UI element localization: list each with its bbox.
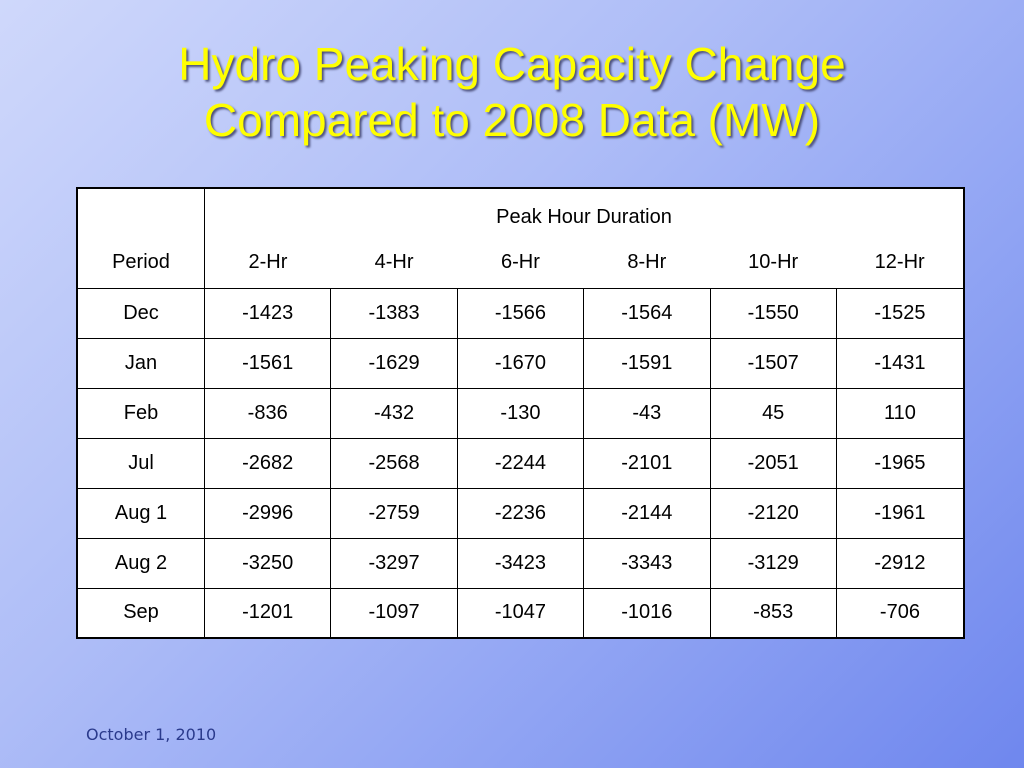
group-header: Peak Hour Duration [204, 188, 964, 238]
value-cell: -1383 [330, 288, 458, 339]
value-cell: -1566 [456, 288, 584, 339]
value-cell: -1591 [583, 338, 710, 389]
value-cell: -130 [456, 388, 584, 439]
slide-title-line-2: Compared to 2008 Data (MW) [203, 94, 821, 146]
table-row: Jul -2682 -2568 -2244 -2101 -2051 -1965 [77, 438, 964, 489]
value-cell: -1047 [456, 588, 584, 638]
value-cell: -1016 [583, 588, 710, 638]
value-cell: -2996 [203, 488, 331, 539]
value-cell: -1201 [203, 588, 331, 638]
period-cell: Aug 1 [77, 488, 205, 539]
column-header: 12-Hr [836, 238, 964, 289]
value-cell: -2568 [330, 438, 458, 489]
table-row: Dec -1423 -1383 -1566 -1564 -1550 -1525 [77, 288, 964, 339]
period-cell: Jul [77, 438, 205, 489]
table-header-row: Period 2-Hr 4-Hr 6-Hr 8-Hr 10-Hr 12-Hr [77, 238, 964, 289]
period-cell: Dec [77, 288, 205, 339]
value-cell: 45 [709, 388, 837, 439]
value-cell: -2144 [583, 488, 710, 539]
value-cell: -1670 [456, 338, 584, 389]
column-header: 10-Hr [710, 238, 837, 289]
value-cell: -2682 [203, 438, 331, 489]
value-cell: -1564 [583, 288, 710, 339]
slide-title-line-1: Hydro Peaking Capacity Change [178, 38, 846, 90]
value-cell: -3297 [330, 538, 458, 589]
table-group-header-row: Peak Hour Duration [77, 188, 964, 238]
value-cell: -2120 [709, 488, 837, 539]
period-cell: Jan [77, 338, 205, 389]
column-header: 4-Hr [330, 238, 458, 289]
value-cell: -1561 [203, 338, 331, 389]
column-header: 2-Hr [203, 238, 331, 289]
table-row: Aug 1 -2996 -2759 -2236 -2144 -2120 -196… [77, 488, 964, 539]
peaking-capacity-table: Peak Hour Duration Period 2-Hr 4-Hr 6-Hr… [76, 187, 965, 639]
value-cell: -2912 [835, 538, 964, 589]
table-row: Sep -1201 -1097 -1047 -1016 -853 -706 [77, 588, 964, 638]
period-header-spacer [77, 188, 205, 238]
value-cell: -1507 [709, 338, 837, 389]
table-row: Aug 2 -3250 -3297 -3423 -3343 -3129 -291… [77, 538, 964, 589]
period-cell: Feb [77, 388, 205, 439]
table-row: Feb -836 -432 -130 -43 45 110 [77, 388, 964, 439]
value-cell: -2051 [709, 438, 837, 489]
period-cell: Sep [123, 601, 159, 624]
value-cell: -3423 [456, 538, 584, 589]
value-cell: -1525 [835, 288, 964, 339]
value-cell: -1629 [330, 338, 458, 389]
table-row: Jan -1561 -1629 -1670 -1591 -1507 -1431 [77, 338, 964, 389]
column-header: 6-Hr [457, 238, 584, 289]
value-cell: -2236 [456, 488, 584, 539]
value-cell: -2101 [583, 438, 710, 489]
value-cell: -853 [709, 588, 837, 638]
value-cell: -2759 [330, 488, 458, 539]
column-header: 8-Hr [583, 238, 710, 289]
value-cell: -1423 [203, 288, 331, 339]
value-cell: -43 [583, 388, 710, 439]
period-header: Period [77, 238, 205, 289]
value-cell: -836 [203, 388, 331, 439]
value-cell: -3343 [583, 538, 710, 589]
slide-title: Hydro Peaking Capacity Change Compared t… [0, 36, 1024, 148]
value-cell: -1961 [835, 488, 964, 539]
footer-date: October 1, 2010 [86, 725, 217, 744]
value-cell: -1431 [835, 338, 964, 389]
value-cell: -1965 [835, 438, 964, 489]
value-cell: 110 [835, 388, 964, 439]
value-cell: -432 [330, 388, 458, 439]
value-cell: -3250 [203, 538, 331, 589]
period-cell: Aug 2 [77, 538, 205, 589]
value-cell: -706 [835, 588, 964, 638]
value-cell: -3129 [709, 538, 837, 589]
value-cell: -2244 [456, 438, 584, 489]
value-cell: -1097 [330, 588, 458, 638]
value-cell: -1550 [709, 288, 837, 339]
